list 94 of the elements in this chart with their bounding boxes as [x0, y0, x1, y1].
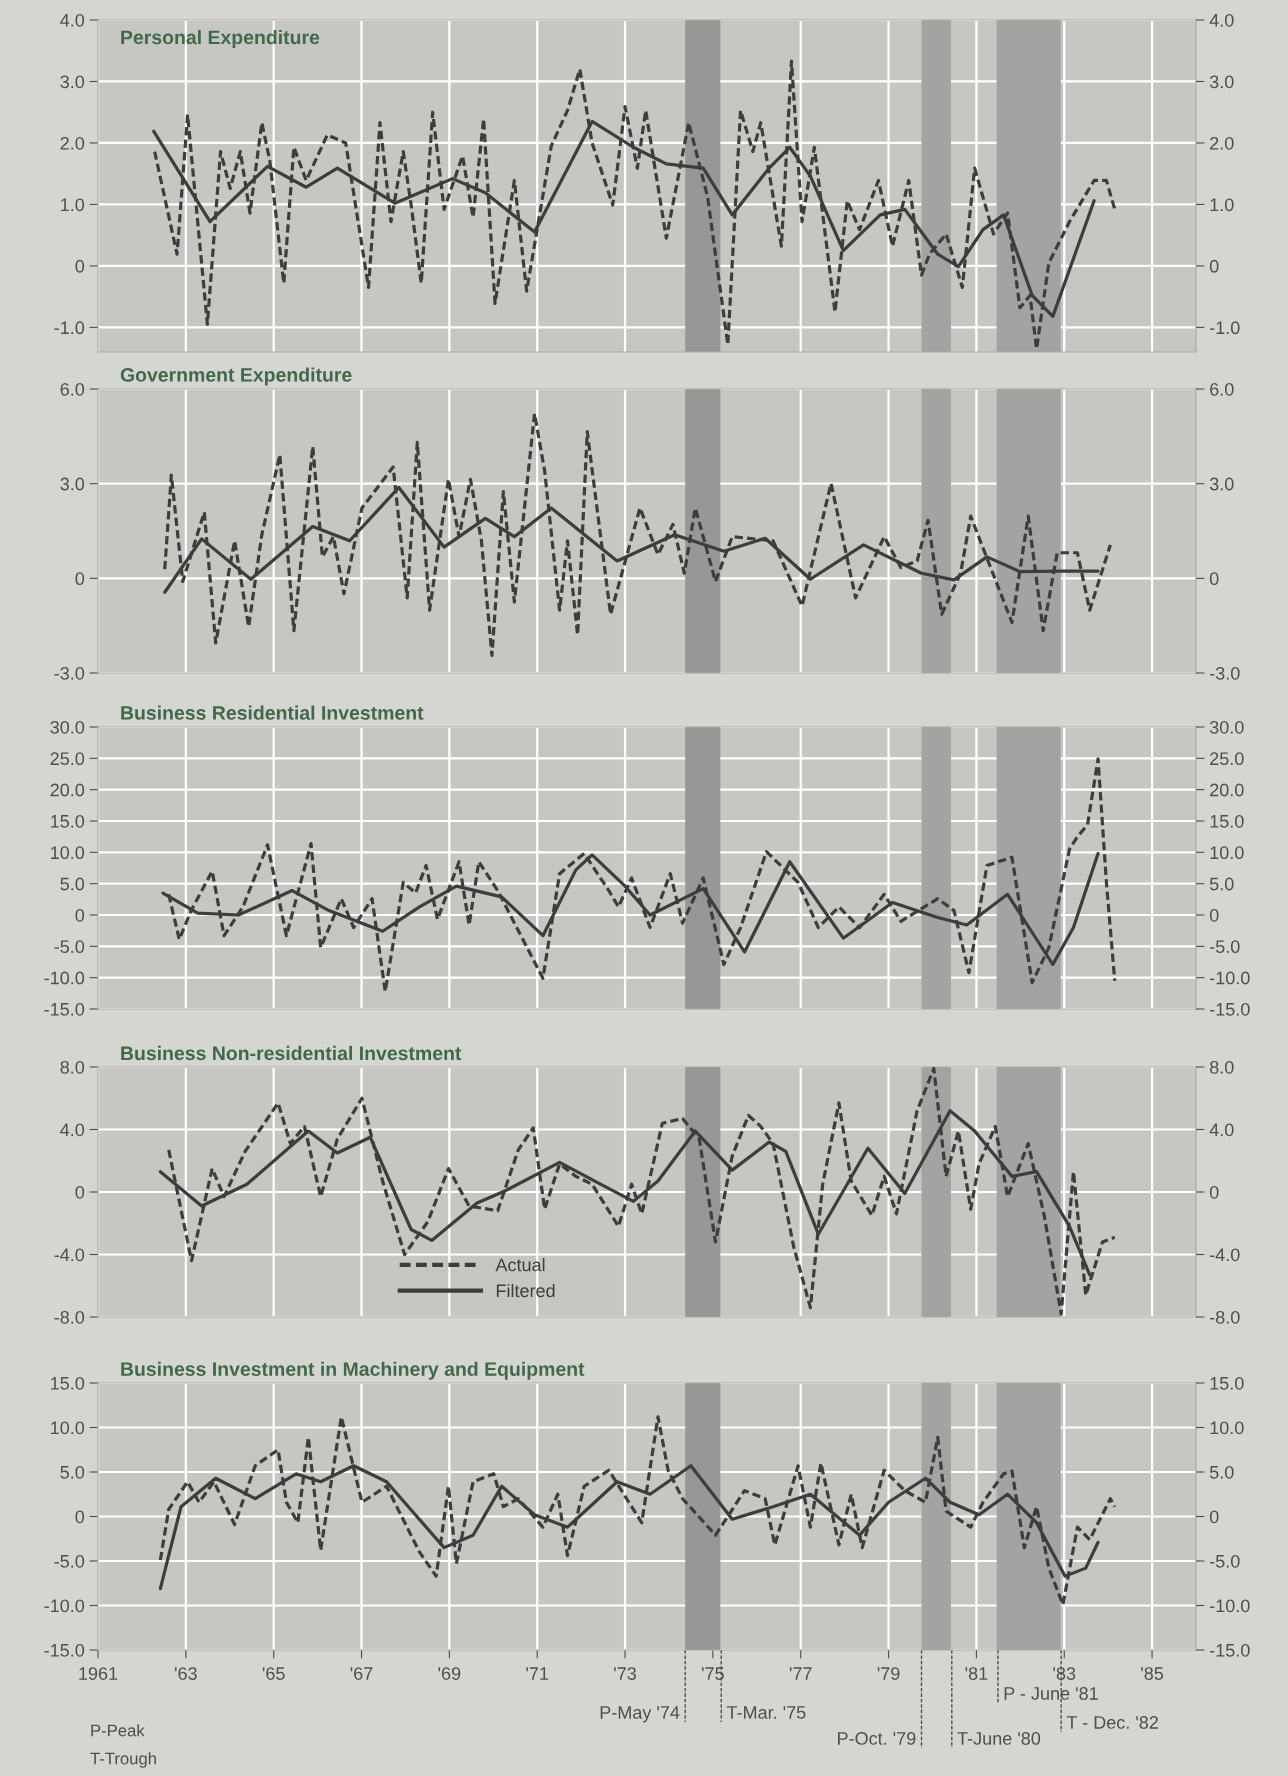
y-tick-label: 3.0 [60, 75, 85, 89]
x-tick-label: '75 [702, 1667, 724, 1680]
x-tick-label: '73 [614, 1667, 637, 1680]
y2-tick-label: 30.0 [1209, 720, 1244, 734]
y2-tick-label: 0 [1209, 259, 1219, 273]
chart-title: Government Expenditure [120, 367, 352, 386]
y2-tick-label: 4.0 [1209, 1123, 1234, 1137]
y2-tick-label: 5.0 [1209, 1465, 1234, 1479]
y-tick-label: 30.0 [50, 720, 85, 734]
y2-tick-label: -5.0 [1210, 1554, 1240, 1568]
y2-tick-label: 15.0 [1210, 814, 1244, 828]
y2-tick-label: 1.0 [1210, 198, 1234, 212]
y2-tick-label: -3.0 [1210, 666, 1240, 680]
y-tick-label: 15.0 [51, 1376, 85, 1390]
y-tick-label: -1.0 [54, 321, 85, 335]
legend-label: Actual [495, 1258, 545, 1272]
y2-tick-label: -4.0 [1210, 1248, 1240, 1262]
x-tick-label: '67 [350, 1667, 373, 1680]
y2-tick-label: -15.0 [1210, 1002, 1250, 1016]
y-tick-label: 10.0 [51, 846, 85, 860]
y2-tick-label: 0 [1209, 1510, 1219, 1524]
y2-tick-label: -5.0 [1210, 940, 1240, 954]
x-tick-label: '83 [1053, 1667, 1076, 1680]
y-tick-label: 4.0 [60, 1123, 85, 1137]
y-tick-label: 0 [75, 259, 85, 273]
y-tick-label: -10.0 [44, 1599, 85, 1613]
y-tick-label: 5.0 [60, 877, 85, 891]
y2-tick-label: 3.0 [1209, 75, 1234, 89]
line-series [163, 412, 1112, 657]
y-tick-label: -5.0 [54, 940, 85, 954]
chart-title: Personal Expenditure [121, 29, 320, 49]
y2-tick-label: 0 [1209, 1185, 1219, 1199]
y2-tick-label: 15.0 [1210, 1376, 1244, 1390]
y-tick-label: -3.0 [54, 666, 85, 680]
y-tick-label: 3.0 [60, 477, 85, 491]
y-tick-label: -8.0 [54, 1310, 85, 1324]
y-tick-label: 5.0 [60, 1465, 85, 1479]
y-tick-label: 0 [75, 572, 85, 586]
y2-tick-label: -10.0 [1210, 1599, 1250, 1613]
x-tick-label: '85 [1141, 1667, 1164, 1680]
y-tick-label: -10.0 [44, 971, 85, 985]
ref-line-label: T - Dec. '82 [1066, 1716, 1158, 1729]
y2-tick-label: 25.0 [1210, 752, 1244, 766]
x-tick-label: '81 [965, 1667, 988, 1680]
y-tick-label: 8.0 [60, 1060, 85, 1074]
y2-tick-label: 10.0 [1210, 1421, 1244, 1435]
y-tick-label: -5.0 [54, 1554, 85, 1568]
y-tick-label: 0 [75, 908, 85, 922]
y2-tick-label: 10.0 [1210, 846, 1244, 860]
y-tick-label: 6.0 [60, 382, 85, 396]
y-tick-label: -4.0 [54, 1248, 85, 1262]
y-tick-label: 15.0 [51, 814, 85, 828]
x-tick-label: '69 [438, 1667, 461, 1680]
x-tick-label: '65 [262, 1667, 285, 1680]
ref-line-label: P-May '74 [600, 1706, 680, 1723]
x-tick-label: '71 [526, 1667, 549, 1680]
y-tick-label: 0 [75, 1185, 85, 1199]
y-tick-label: 20.0 [50, 783, 85, 797]
x-tick-label: '79 [877, 1667, 900, 1680]
legend-label: Filtered [496, 1283, 555, 1298]
y2-tick-label: -8.0 [1210, 1310, 1240, 1324]
line-series [158, 1415, 1117, 1607]
y-tick-label: 4.0 [60, 13, 85, 27]
y2-tick-label: 5.0 [1209, 877, 1234, 891]
y2-tick-label: 0 [1209, 908, 1219, 922]
y2-tick-label: 20.0 [1210, 783, 1244, 797]
y2-tick-label: 0 [1209, 572, 1219, 586]
y-tick-label: 25.0 [50, 752, 85, 766]
y-tick-label: 0 [75, 1510, 85, 1524]
chart-title: Business Non-residential Investment [121, 1045, 462, 1061]
y2-tick-label: 6.0 [1210, 382, 1234, 396]
ref-line-label: T-June '80 [957, 1732, 1041, 1745]
text: P-Peak [91, 1724, 145, 1737]
y-tick-label: 10.0 [51, 1421, 85, 1435]
y2-tick-label: 4.0 [1209, 13, 1234, 27]
ref-line-label: P-Oct. '79 [838, 1732, 916, 1745]
chart-title: Business Residential Investment [121, 705, 424, 720]
x-tick-label: '63 [174, 1667, 197, 1680]
y2-tick-label: -1.0 [1210, 321, 1240, 335]
y-tick-label: 1.0 [61, 198, 85, 212]
text: T-Trough [90, 1752, 156, 1768]
x-tick-label: 1961 [79, 1667, 118, 1680]
y2-tick-label: -10.0 [1210, 971, 1250, 985]
y2-tick-label: 8.0 [1209, 1060, 1234, 1074]
x-tick-label: '77 [789, 1667, 812, 1680]
y-tick-label: -15.0 [44, 1643, 85, 1657]
chart-title: Business Investment in Machinery and Equipment [121, 1361, 585, 1380]
y2-tick-label: 2.0 [1210, 136, 1234, 150]
y-tick-label: 2.0 [60, 136, 85, 150]
y2-tick-label: 3.0 [1209, 477, 1234, 491]
y-tick-label: -15.0 [44, 1002, 85, 1016]
ref-line-label: T-Mar. '75 [726, 1706, 806, 1719]
ref-line-label: P - June '81 [1004, 1687, 1098, 1700]
y2-tick-label: -15.0 [1210, 1643, 1250, 1657]
